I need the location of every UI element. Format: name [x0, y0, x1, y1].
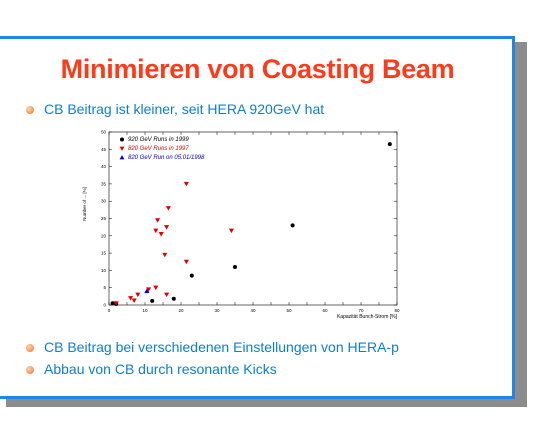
- legend-label: 920 GeV Runs in 1999: [128, 137, 189, 143]
- data-point: [113, 301, 119, 306]
- y-tick-label: 10: [101, 268, 107, 273]
- legend-label: 820 GeV Run on 05.01/1998: [128, 155, 205, 161]
- bullet-text-1: CB Beitrag ist kleiner, seit HERA 920GeV…: [44, 101, 325, 117]
- bullet-text-2: CB Beitrag bei verschiedenen Einstellung…: [44, 339, 399, 355]
- legend-label: 820 GeV Runs in 1997: [128, 146, 189, 152]
- bullet-dot-icon: [26, 344, 34, 352]
- chart-xticks: 0 10 20 30 40 50 60 70 80: [108, 132, 400, 313]
- data-point: [183, 181, 189, 187]
- x-tick-label: 50: [286, 308, 292, 313]
- x-tick-label: 30: [214, 308, 220, 313]
- data-point: [233, 264, 237, 269]
- data-point: [162, 252, 168, 258]
- y-tick-label: 5: [103, 285, 106, 290]
- data-point: [131, 298, 137, 304]
- data-point: [165, 206, 171, 211]
- y-tick-label: 30: [101, 199, 107, 204]
- y-tick-label: 40: [101, 164, 107, 169]
- data-point: [146, 287, 152, 292]
- data-point: [135, 292, 141, 298]
- bullet-dot-icon: [26, 366, 34, 374]
- x-tick-label: 0: [108, 308, 111, 313]
- y-tick-label: 45: [101, 147, 107, 152]
- data-point: [158, 232, 164, 237]
- bullet-item-3: Abbau von CB durch resonante Kicks: [26, 361, 277, 377]
- chart-ylabel: Number of ... [%]: [82, 187, 87, 221]
- x-tick-label: 20: [178, 308, 184, 313]
- bullet-text-3: Abbau von CB durch resonante Kicks: [44, 361, 277, 377]
- y-tick-label: 0: [103, 303, 106, 308]
- data-point: [189, 273, 194, 278]
- x-tick-label: 70: [358, 308, 364, 313]
- bullet-dot-icon: [26, 106, 34, 114]
- chart-points: [110, 142, 392, 306]
- x-tick-label: 80: [394, 308, 400, 313]
- data-point: [228, 228, 234, 234]
- data-point: [150, 298, 155, 303]
- data-point: [387, 142, 392, 147]
- y-tick-label: 15: [101, 251, 107, 256]
- chart-xlabel: Kapazität Bunch-Strom [%]: [337, 314, 398, 320]
- data-point: [153, 285, 159, 291]
- data-point: [290, 223, 295, 228]
- y-tick-label: 50: [101, 130, 107, 135]
- chart-legend: 920 GeV Runs in 1999 820 GeV Runs in 1997…: [119, 137, 205, 161]
- bullet-item-2: CB Beitrag bei verschiedenen Einstellung…: [26, 339, 399, 355]
- legend-marker: [120, 137, 124, 142]
- legend-marker: [119, 155, 125, 160]
- data-point: [110, 301, 115, 306]
- slide-frame: Minimieren von Coasting Beam CB Beitrag …: [0, 36, 515, 399]
- x-tick-label: 60: [322, 308, 328, 313]
- y-tick-label: 35: [101, 181, 107, 186]
- y-tick-label: 25: [101, 216, 107, 221]
- slide-title: Minimieren von Coasting Beam: [60, 54, 455, 84]
- chart-yticks: 0 5 10 15 20 25 30 35 40 45 50: [101, 130, 397, 308]
- legend-marker: [119, 146, 125, 151]
- y-tick-label: 20: [101, 233, 107, 238]
- data-point: [164, 292, 170, 298]
- data-point: [144, 288, 150, 294]
- data-point: [171, 296, 176, 301]
- scatter-chart: 0 10 20 30 40 50 60 70 80 0 5 10 15 20 25 30 35 40 45 50 N…: [82, 130, 400, 321]
- data-point: [164, 225, 170, 230]
- data-point: [183, 259, 189, 265]
- data-point: [128, 296, 134, 301]
- data-point: [153, 228, 159, 234]
- data-point: [155, 218, 161, 223]
- bullet-item-1: CB Beitrag ist kleiner, seit HERA 920GeV…: [26, 101, 324, 117]
- x-tick-label: 10: [142, 308, 148, 313]
- x-tick-label: 40: [250, 308, 256, 313]
